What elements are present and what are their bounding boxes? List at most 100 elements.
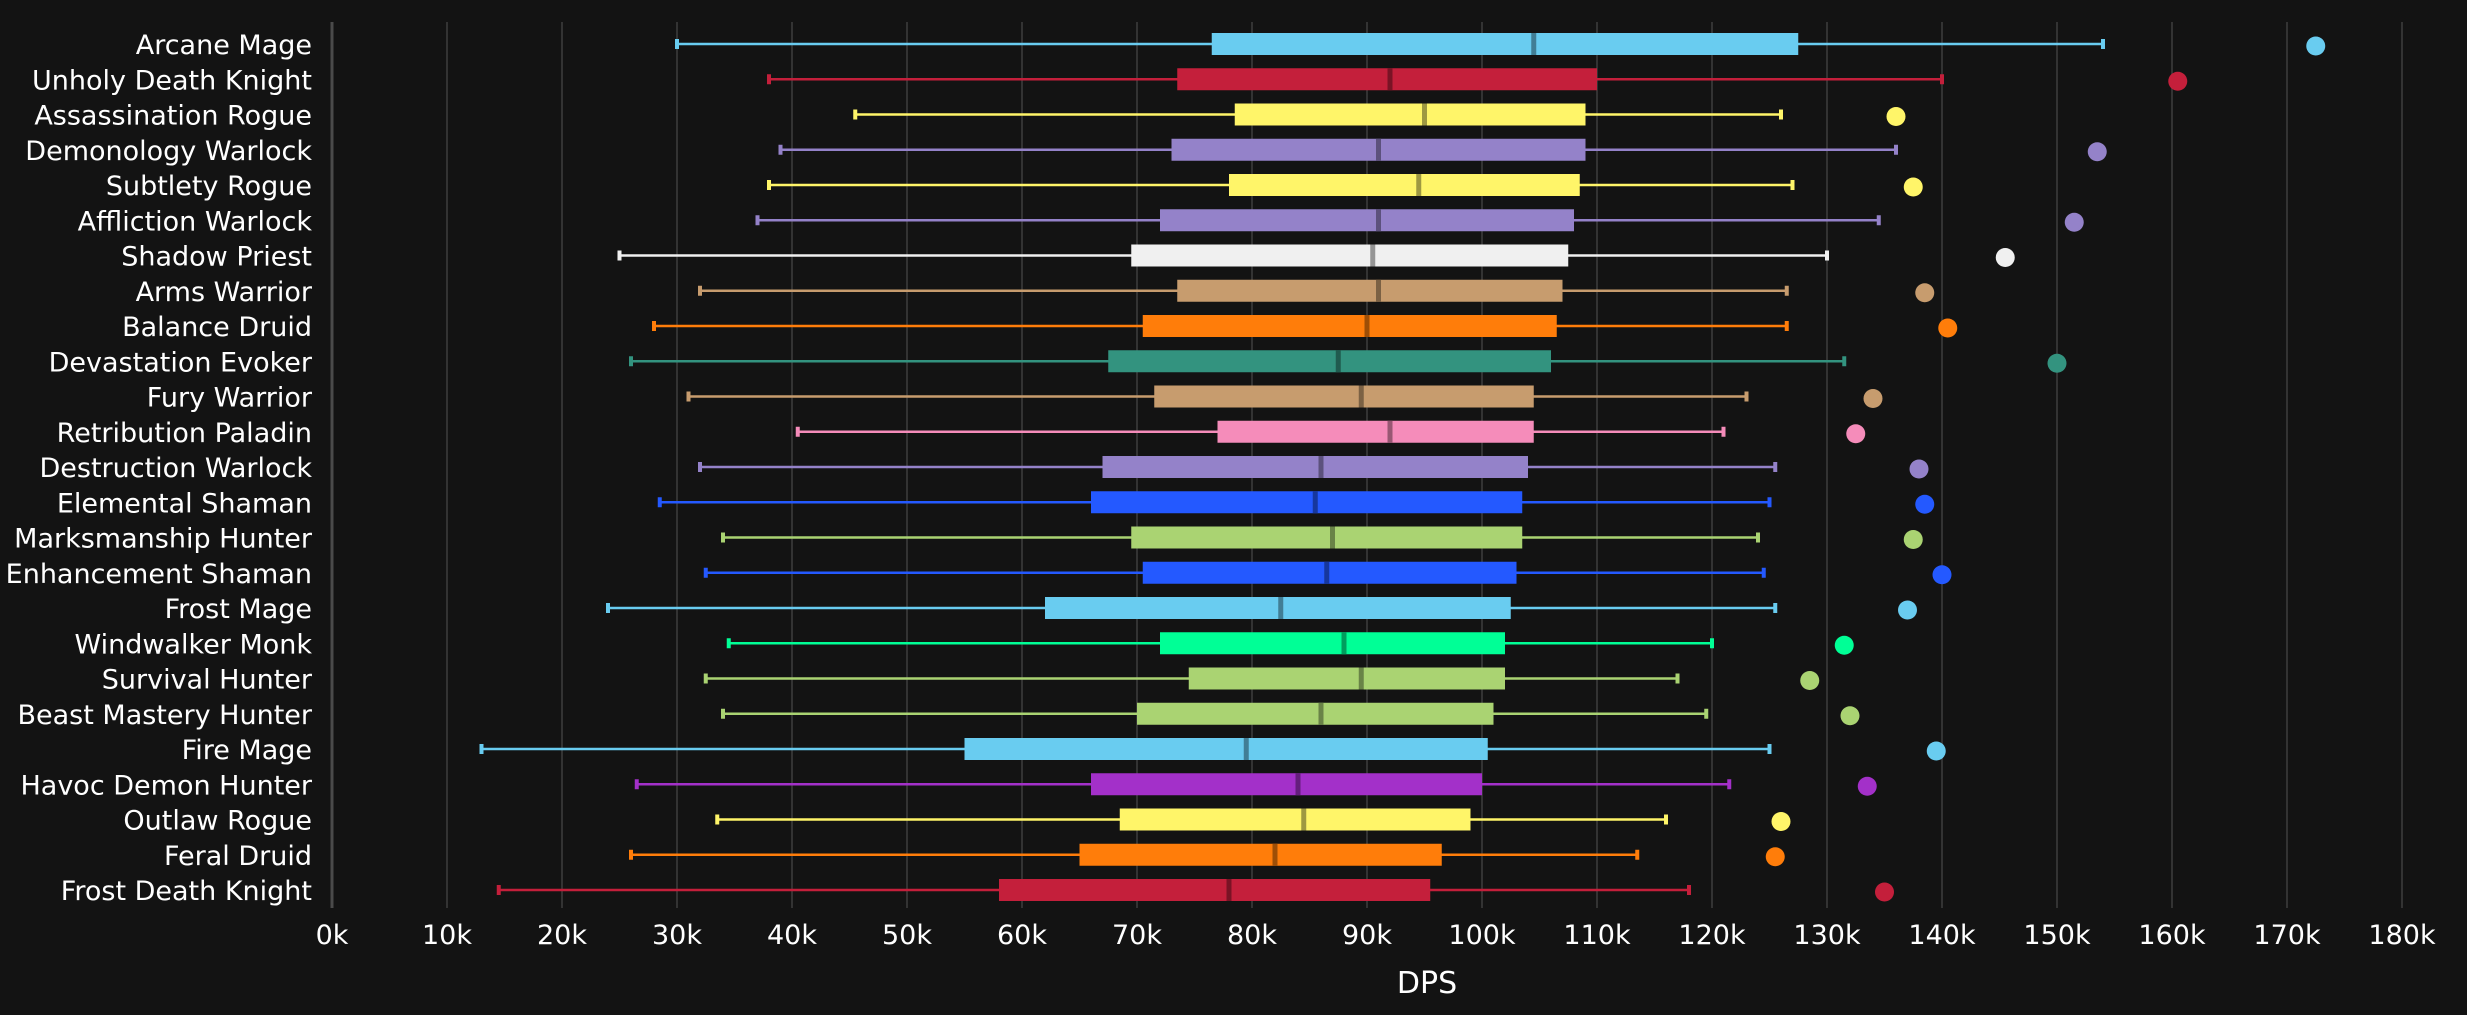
outlier-point <box>1909 459 1929 479</box>
category-label: Survival Hunter <box>102 665 313 696</box>
outlier-point <box>1915 283 1935 303</box>
outlier-point <box>2306 36 2326 56</box>
x-tick-label: 30k <box>652 920 702 951</box>
iqr-box <box>1188 667 1505 690</box>
outlier-point <box>1840 706 1860 726</box>
category-label: Windwalker Monk <box>74 629 312 660</box>
category-label: Destruction Warlock <box>39 453 312 484</box>
x-tick-label: 0k <box>316 920 349 951</box>
grid-lines <box>446 22 2403 908</box>
x-tick-label: 150k <box>2023 920 2091 951</box>
boxes <box>479 33 2326 902</box>
category-label: Shadow Priest <box>121 242 312 273</box>
category-label: Frost Mage <box>165 594 312 625</box>
x-tick-label: 90k <box>1342 920 1392 951</box>
outlier-point <box>2087 142 2107 162</box>
category-label: Retribution Paladin <box>57 418 312 449</box>
category-label: Demonology Warlock <box>25 136 312 167</box>
category-label: Fire Mage <box>182 735 312 766</box>
x-tick-label: 40k <box>767 920 817 951</box>
iqr-box <box>1091 773 1482 796</box>
x-tick-label: 180k <box>2368 920 2436 951</box>
iqr-box <box>1177 279 1563 302</box>
iqr-box <box>1154 385 1534 408</box>
category-labels: Arcane Mage Unholy Death Knight Assassinat… <box>6 30 313 907</box>
outlier-point <box>1857 776 1877 796</box>
outlier-point <box>1926 741 1946 761</box>
outlier-point <box>2064 212 2084 232</box>
iqr-box <box>999 879 1431 901</box>
category-label: Subtlety Rogue <box>106 171 312 202</box>
category-label: Unholy Death Knight <box>32 65 312 96</box>
iqr-box <box>1102 456 1528 478</box>
category-label: Fury Warrior <box>147 383 313 414</box>
iqr-box <box>1234 103 1586 126</box>
category-label: Beast Mastery Hunter <box>17 700 312 731</box>
x-tick-label: 110k <box>1563 920 1631 951</box>
iqr-box <box>1131 526 1523 549</box>
iqr-box <box>1045 597 1511 619</box>
category-label: Frost Death Knight <box>61 876 312 907</box>
x-tick-label: 80k <box>1227 920 1277 951</box>
iqr-box <box>1211 33 1799 55</box>
outlier-point <box>2047 353 2067 373</box>
x-tick-label: 160k <box>2138 920 2206 951</box>
x-tick-label: 20k <box>537 920 587 951</box>
iqr-box <box>1217 420 1534 443</box>
x-tick-label: 60k <box>997 920 1047 951</box>
category-label: Marksmanship Hunter <box>14 524 313 555</box>
category-label: Outlaw Rogue <box>123 806 312 837</box>
outlier-point <box>1938 318 1958 338</box>
outlier-point <box>1834 635 1854 655</box>
x-tick-label: 120k <box>1678 920 1746 951</box>
outlier-point <box>2168 71 2188 91</box>
x-tick-label: 140k <box>1908 920 1976 951</box>
x-tick-label: 70k <box>1112 920 1162 951</box>
outlier-point <box>1915 494 1935 514</box>
x-tick-labels: 0k 10k 20k 30k 40k 50k 60k 70k 80k 90k 100k 110k 120… <box>316 920 2436 951</box>
category-label: Assassination Rogue <box>34 101 312 132</box>
x-axis-title: DPS <box>1397 966 1457 1001</box>
outlier-point <box>1765 847 1785 867</box>
outlier-point <box>1932 565 1952 585</box>
iqr-box <box>1229 174 1580 196</box>
category-label: Devastation Evoker <box>49 347 313 378</box>
iqr-box <box>1177 68 1597 91</box>
category-label: Arcane Mage <box>136 30 312 61</box>
outlier-point <box>1886 107 1906 126</box>
outlier-point <box>1863 389 1883 408</box>
iqr-box <box>964 738 1488 760</box>
x-tick-label: 50k <box>882 920 932 951</box>
outlier-point <box>1771 812 1791 831</box>
x-tick-label: 10k <box>422 920 472 951</box>
category-label: Arms Warrior <box>136 277 313 308</box>
outlier-point <box>1898 600 1917 620</box>
iqr-box <box>1131 244 1569 267</box>
iqr-box <box>1160 632 1505 655</box>
iqr-box <box>1142 315 1557 337</box>
iqr-box <box>1091 491 1523 514</box>
outlier-point <box>1800 671 1820 690</box>
x-tick-label: 170k <box>2253 920 2321 951</box>
outlier-point <box>1995 248 2015 267</box>
outlier-point <box>1846 424 1866 444</box>
category-label: Feral Druid <box>164 841 312 872</box>
iqr-box <box>1119 808 1471 831</box>
category-label: Balance Druid <box>122 312 312 343</box>
category-label: Affliction Warlock <box>78 206 313 237</box>
iqr-box <box>1160 209 1574 232</box>
category-label: Elemental Shaman <box>57 488 312 519</box>
category-label: Enhancement Shaman <box>6 559 312 590</box>
iqr-box <box>1079 843 1442 866</box>
outlier-point <box>1903 177 1923 197</box>
category-label: Havoc Demon Hunter <box>20 770 312 801</box>
iqr-box <box>1137 702 1494 725</box>
x-tick-label: 100k <box>1448 920 1516 951</box>
x-tick-label: 130k <box>1793 920 1861 951</box>
iqr-box <box>1142 561 1517 584</box>
iqr-box <box>1108 350 1551 373</box>
outlier-point <box>1903 530 1923 549</box>
outlier-point <box>1875 882 1894 902</box>
